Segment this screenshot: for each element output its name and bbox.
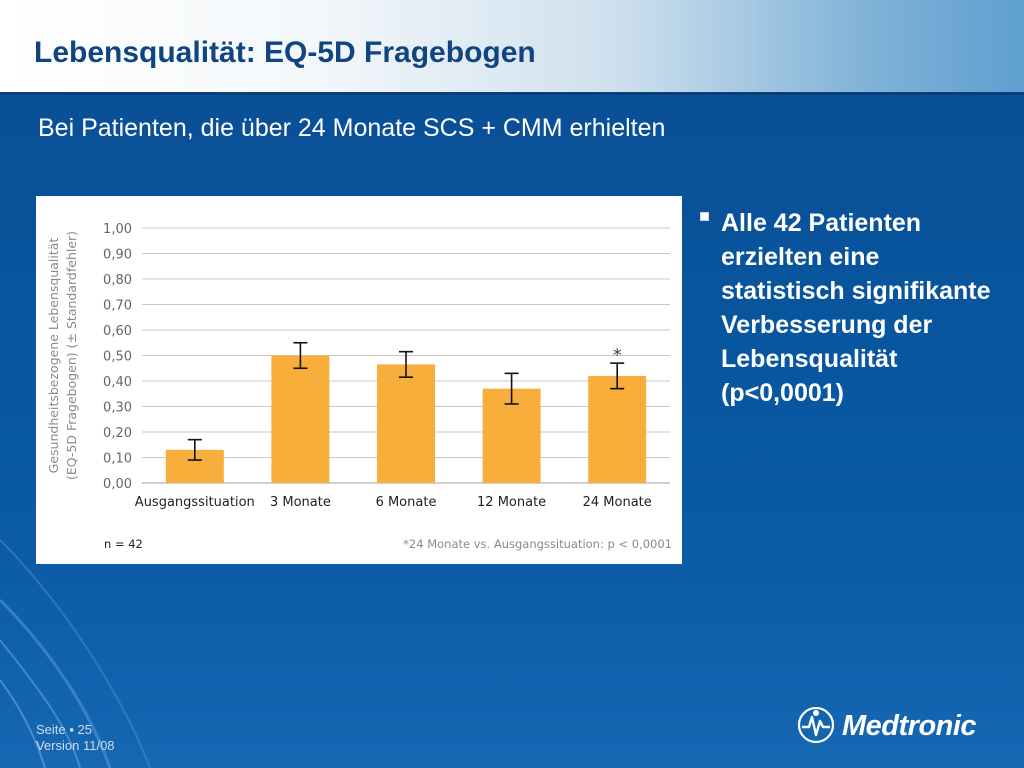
- y-tick-label: 0,60: [103, 324, 132, 339]
- y-tick-label: 0,00: [103, 477, 132, 492]
- footer-page-number: Seite ▪ 25: [36, 722, 92, 737]
- y-tick-label: 0,40: [103, 375, 132, 390]
- y-axis-label-line2: (EQ-5D Fragebogen) (± Standardfehler): [64, 231, 79, 480]
- x-tick-label: 24 Monate: [583, 495, 652, 510]
- bullet-text: Alle 42 Patienten erzielten eine statist…: [721, 209, 991, 407]
- x-tick-label: 12 Monate: [477, 495, 546, 510]
- x-tick-labels: Ausgangssituation 3 Monate 6 Monate 12 Mona…: [135, 495, 652, 510]
- footer: Seite ▪ 25 Version 11/08: [36, 722, 115, 754]
- y-tick-label: 0,50: [103, 350, 132, 365]
- error-bars: [187, 341, 625, 461]
- bars: [165, 355, 647, 483]
- bullet-point: Alle 42 Patienten erzielten eine statist…: [700, 206, 1000, 410]
- x-tick-label: 3 Monate: [270, 495, 331, 510]
- x-tick-label: Ausgangssituation: [135, 495, 255, 510]
- bar-chart: Gesundheitsbezogene Lebensqualität (EQ-5…: [46, 222, 672, 551]
- error-bar: [399, 350, 413, 378]
- error-bar: [610, 362, 625, 390]
- y-tick-labels: 0,00 0,10 0,20 0,30 0,40 0,50 0,60 0,70 0,80 0,90…: [103, 222, 132, 492]
- error-bar: [504, 372, 519, 405]
- n-label: n = 42: [104, 537, 143, 551]
- header-divider: [0, 92, 1024, 95]
- significance-marker: *: [613, 345, 622, 366]
- header-band: [0, 0, 1024, 92]
- medtronic-logo: Medtronic: [796, 705, 996, 749]
- bar: [588, 375, 647, 483]
- slide-subtitle: Bei Patienten, die über 24 Monate SCS + …: [38, 114, 666, 142]
- logo-wordmark: Medtronic: [842, 710, 977, 742]
- y-tick-label: 0,70: [103, 299, 132, 314]
- bullet-square-icon: [700, 212, 709, 221]
- footer-version: Version 11/08: [36, 738, 115, 753]
- x-tick-label: 6 Monate: [376, 495, 437, 510]
- y-tick-label: 1,00: [103, 222, 132, 237]
- bar: [377, 364, 435, 483]
- y-tick-label: 0,20: [103, 426, 132, 441]
- y-tick-label: 0,90: [103, 248, 132, 263]
- y-tick-label: 0,80: [103, 273, 132, 288]
- y-tick-label: 0,10: [103, 452, 132, 467]
- error-bar: [293, 341, 308, 370]
- y-axis-label-line1: Gesundheitsbezogene Lebensqualität: [46, 238, 61, 474]
- chart-panel: Gesundheitsbezogene Lebensqualität (EQ-5…: [36, 196, 682, 564]
- chart-footnote: *24 Monate vs. Ausgangssituation: p < 0,…: [403, 537, 672, 551]
- error-bar: [187, 438, 202, 461]
- medtronic-emblem-icon: [797, 706, 835, 744]
- bar: [271, 355, 330, 483]
- slide-title: Lebensqualität: EQ-5D Fragebogen: [34, 36, 536, 69]
- y-tick-label: 0,30: [103, 401, 132, 416]
- y-axis-label: Gesundheitsbezogene Lebensqualität (EQ-5…: [46, 231, 79, 480]
